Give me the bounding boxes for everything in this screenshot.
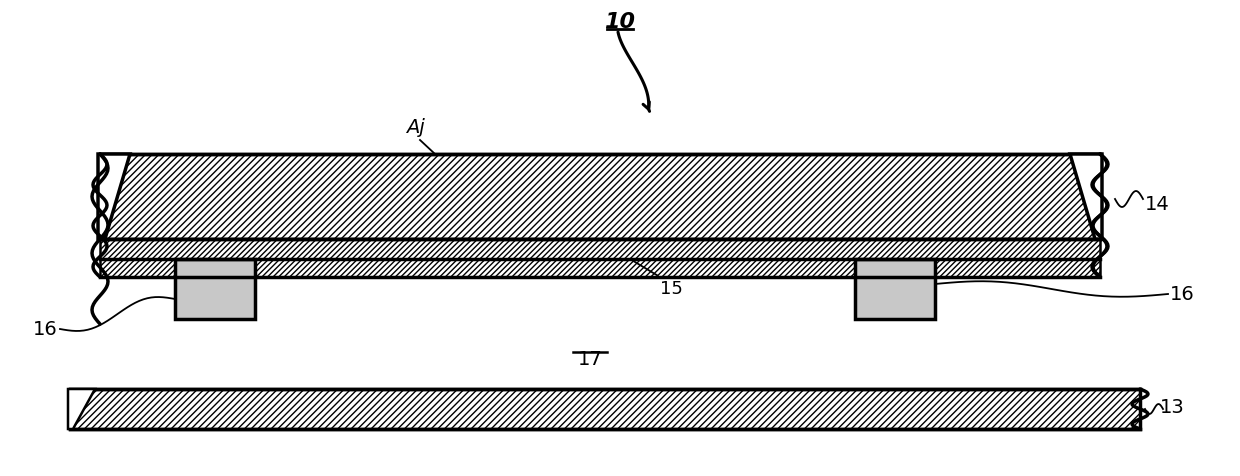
Text: 15: 15: [660, 279, 683, 298]
Bar: [856, 259, 935, 319]
Text: 16: 16: [1171, 285, 1195, 304]
Bar: [100, 239, 1100, 259]
Text: 13: 13: [1159, 397, 1184, 416]
Polygon shape: [1070, 155, 1102, 239]
Bar: [100, 259, 1100, 278]
Text: 16: 16: [33, 320, 58, 339]
Text: 17: 17: [578, 349, 603, 368]
Bar: [100, 155, 1100, 239]
Text: 10: 10: [605, 12, 635, 32]
Text: 14: 14: [1145, 195, 1169, 214]
Polygon shape: [98, 155, 130, 239]
Text: Aj: Aj: [405, 118, 424, 137]
Bar: [175, 259, 255, 319]
Polygon shape: [68, 389, 95, 429]
Bar: [69, 389, 1140, 429]
